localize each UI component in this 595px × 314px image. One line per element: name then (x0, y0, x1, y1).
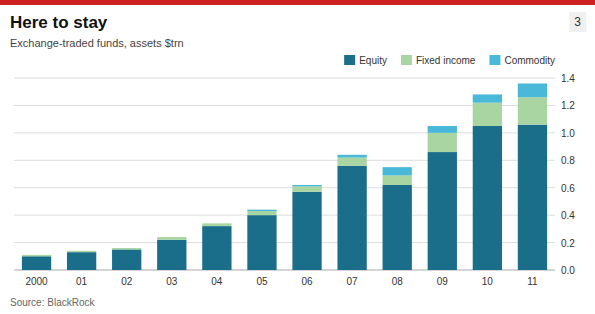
bar-segment (292, 192, 321, 270)
bar-segment (383, 175, 412, 185)
bar-segment (22, 255, 51, 256)
y-tick-label: 0.6 (561, 183, 575, 194)
bar-segment (247, 210, 276, 211)
y-tick-label: 0.0 (561, 265, 575, 276)
subtitle: Exchange-traded funds, assets $trn (10, 37, 184, 49)
x-tick-label: 07 (347, 276, 359, 287)
page-number-box: 3 (569, 12, 586, 32)
x-tick-label: 02 (121, 276, 133, 287)
bar-segment (428, 133, 457, 152)
bar-segment (473, 94, 502, 102)
bar-segment (337, 158, 366, 166)
legend-label: Fixed income (416, 55, 476, 66)
chart: Here to stay Exchange-traded funds, asset… (0, 0, 595, 314)
bar-segment (292, 185, 321, 186)
legend-label: Commodity (504, 55, 555, 66)
y-tick-label: 0.8 (561, 155, 575, 166)
page-number-bg (569, 12, 586, 32)
bar-segment (112, 248, 141, 249)
y-grid (14, 78, 555, 270)
x-tick-label: 05 (256, 276, 268, 287)
bar-segment (67, 252, 96, 270)
bar-segment (157, 240, 186, 270)
bar-segment (292, 186, 321, 191)
bar-segment (518, 83, 547, 97)
x-tick-label: 04 (211, 276, 223, 287)
bar-segment (22, 256, 51, 270)
legend-item: Fixed income (401, 55, 476, 66)
top-strip (0, 0, 595, 5)
background (0, 0, 595, 314)
x-tick-label: 2000 (25, 276, 48, 287)
bar-segment (247, 215, 276, 270)
bar-segment (518, 125, 547, 270)
legend-swatch (344, 55, 355, 65)
legend-swatch (489, 55, 500, 65)
x-tick-label: 08 (392, 276, 404, 287)
x-tick-label: 01 (76, 276, 88, 287)
bar-segment (202, 223, 231, 224)
x-tick-label: 09 (437, 276, 449, 287)
bar-segment (428, 126, 457, 133)
bar-segment (518, 97, 547, 124)
x-tick-label: 03 (166, 276, 178, 287)
y-tick-label: 1.2 (561, 100, 575, 111)
bar-segment (22, 254, 51, 255)
bars (22, 83, 547, 270)
bar-segment (337, 166, 366, 270)
page-number: 3 (574, 15, 581, 29)
bar-segment (157, 237, 186, 238)
legend-label: Equity (359, 55, 387, 66)
bar-segment (473, 103, 502, 126)
bar-segment (112, 248, 141, 249)
bar-segment (383, 167, 412, 175)
grid-line (14, 78, 555, 79)
y-tick-label: 0.4 (561, 210, 575, 221)
bar-segment (473, 126, 502, 270)
y-tick-label: 1.0 (561, 128, 575, 139)
x-tick-label: 10 (482, 276, 494, 287)
bar-segment (337, 155, 366, 158)
legend-item: Equity (344, 55, 387, 66)
x-tick-label: 11 (527, 276, 538, 287)
bar-segment (428, 152, 457, 270)
title: Here to stay (10, 13, 108, 32)
x-tick-label: 06 (301, 276, 313, 287)
bar-segment (67, 251, 96, 252)
bar-segment (157, 237, 186, 240)
y-tick-label: 0.2 (561, 238, 575, 249)
bar-segment (202, 223, 231, 226)
bar-segment (202, 226, 231, 270)
bar-segment (67, 250, 96, 251)
legend-swatch (401, 55, 412, 65)
bar-segment (383, 185, 412, 270)
legend-item: Commodity (489, 55, 555, 66)
source-note: Source: BlackRock (10, 297, 95, 308)
y-tick-label: 1.4 (561, 73, 575, 84)
legend: Equity Fixed income Commodity (344, 55, 555, 66)
bar-segment (247, 211, 276, 215)
bar-segment (112, 249, 141, 270)
